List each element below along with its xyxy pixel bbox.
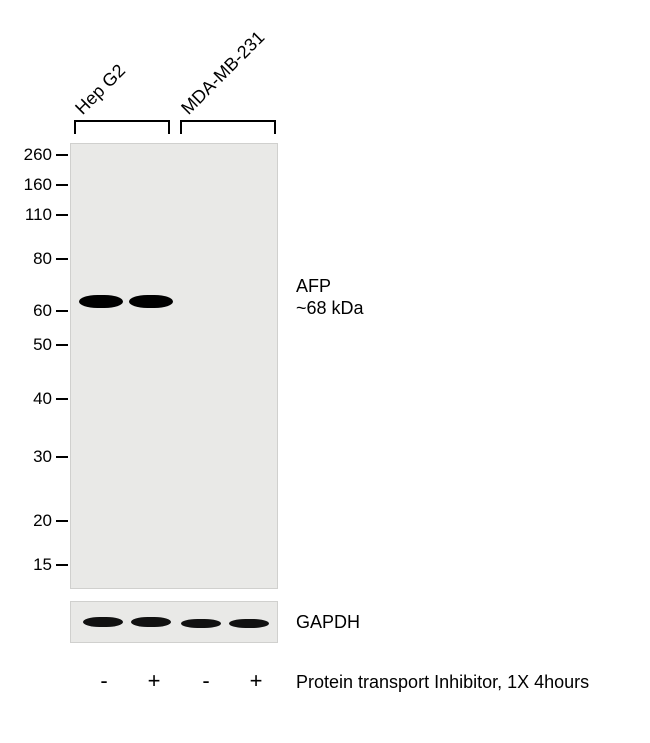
- mw-label-30: 30: [28, 447, 52, 467]
- sample-label-mdamb231: MDA-MB-231: [177, 27, 269, 119]
- mw-label-15: 15: [28, 555, 52, 575]
- mw-label-110: 110: [18, 205, 52, 225]
- mw-label-160: 160: [18, 175, 52, 195]
- figure-canvas: { "figure": { "width_px": 650, "height_p…: [0, 0, 650, 743]
- gapdh-label: GAPDH: [296, 612, 360, 633]
- mw-label-50: 50: [28, 335, 52, 355]
- afp-kda-label: ~68 kDa: [296, 298, 364, 319]
- sample-label-hepg2: Hep G2: [71, 60, 130, 119]
- sample-bracket-hepg2: [74, 120, 170, 134]
- mw-tick-15: [56, 564, 68, 566]
- cond-symbol-lane2: +: [142, 668, 166, 694]
- gapdh-band-lane2: [131, 617, 171, 627]
- mw-tick-110: [56, 214, 68, 216]
- cond-symbol-lane4: +: [244, 668, 268, 694]
- mw-tick-30: [56, 456, 68, 458]
- mw-tick-60: [56, 310, 68, 312]
- mw-label-60: 60: [28, 301, 52, 321]
- mw-tick-160: [56, 184, 68, 186]
- mw-tick-260: [56, 154, 68, 156]
- blot-panel-gapdh: [70, 601, 278, 643]
- gapdh-band-lane4: [229, 619, 269, 628]
- cond-symbol-lane3: -: [194, 668, 218, 694]
- mw-label-260: 260: [18, 145, 52, 165]
- mw-tick-80: [56, 258, 68, 260]
- afp-band-lane2: [129, 295, 173, 308]
- gapdh-band-lane3: [181, 619, 221, 628]
- mw-label-20: 20: [28, 511, 52, 531]
- afp-label: AFP: [296, 276, 331, 297]
- mw-tick-40: [56, 398, 68, 400]
- mw-tick-50: [56, 344, 68, 346]
- gapdh-band-lane1: [83, 617, 123, 627]
- mw-tick-20: [56, 520, 68, 522]
- sample-bracket-mdamb231: [180, 120, 276, 134]
- afp-band-lane1: [79, 295, 123, 308]
- condition-label: Protein transport Inhibitor, 1X 4hours: [296, 672, 589, 693]
- cond-symbol-lane1: -: [92, 668, 116, 694]
- mw-label-40: 40: [28, 389, 52, 409]
- blot-panel-afp: [70, 143, 278, 589]
- mw-label-80: 80: [28, 249, 52, 269]
